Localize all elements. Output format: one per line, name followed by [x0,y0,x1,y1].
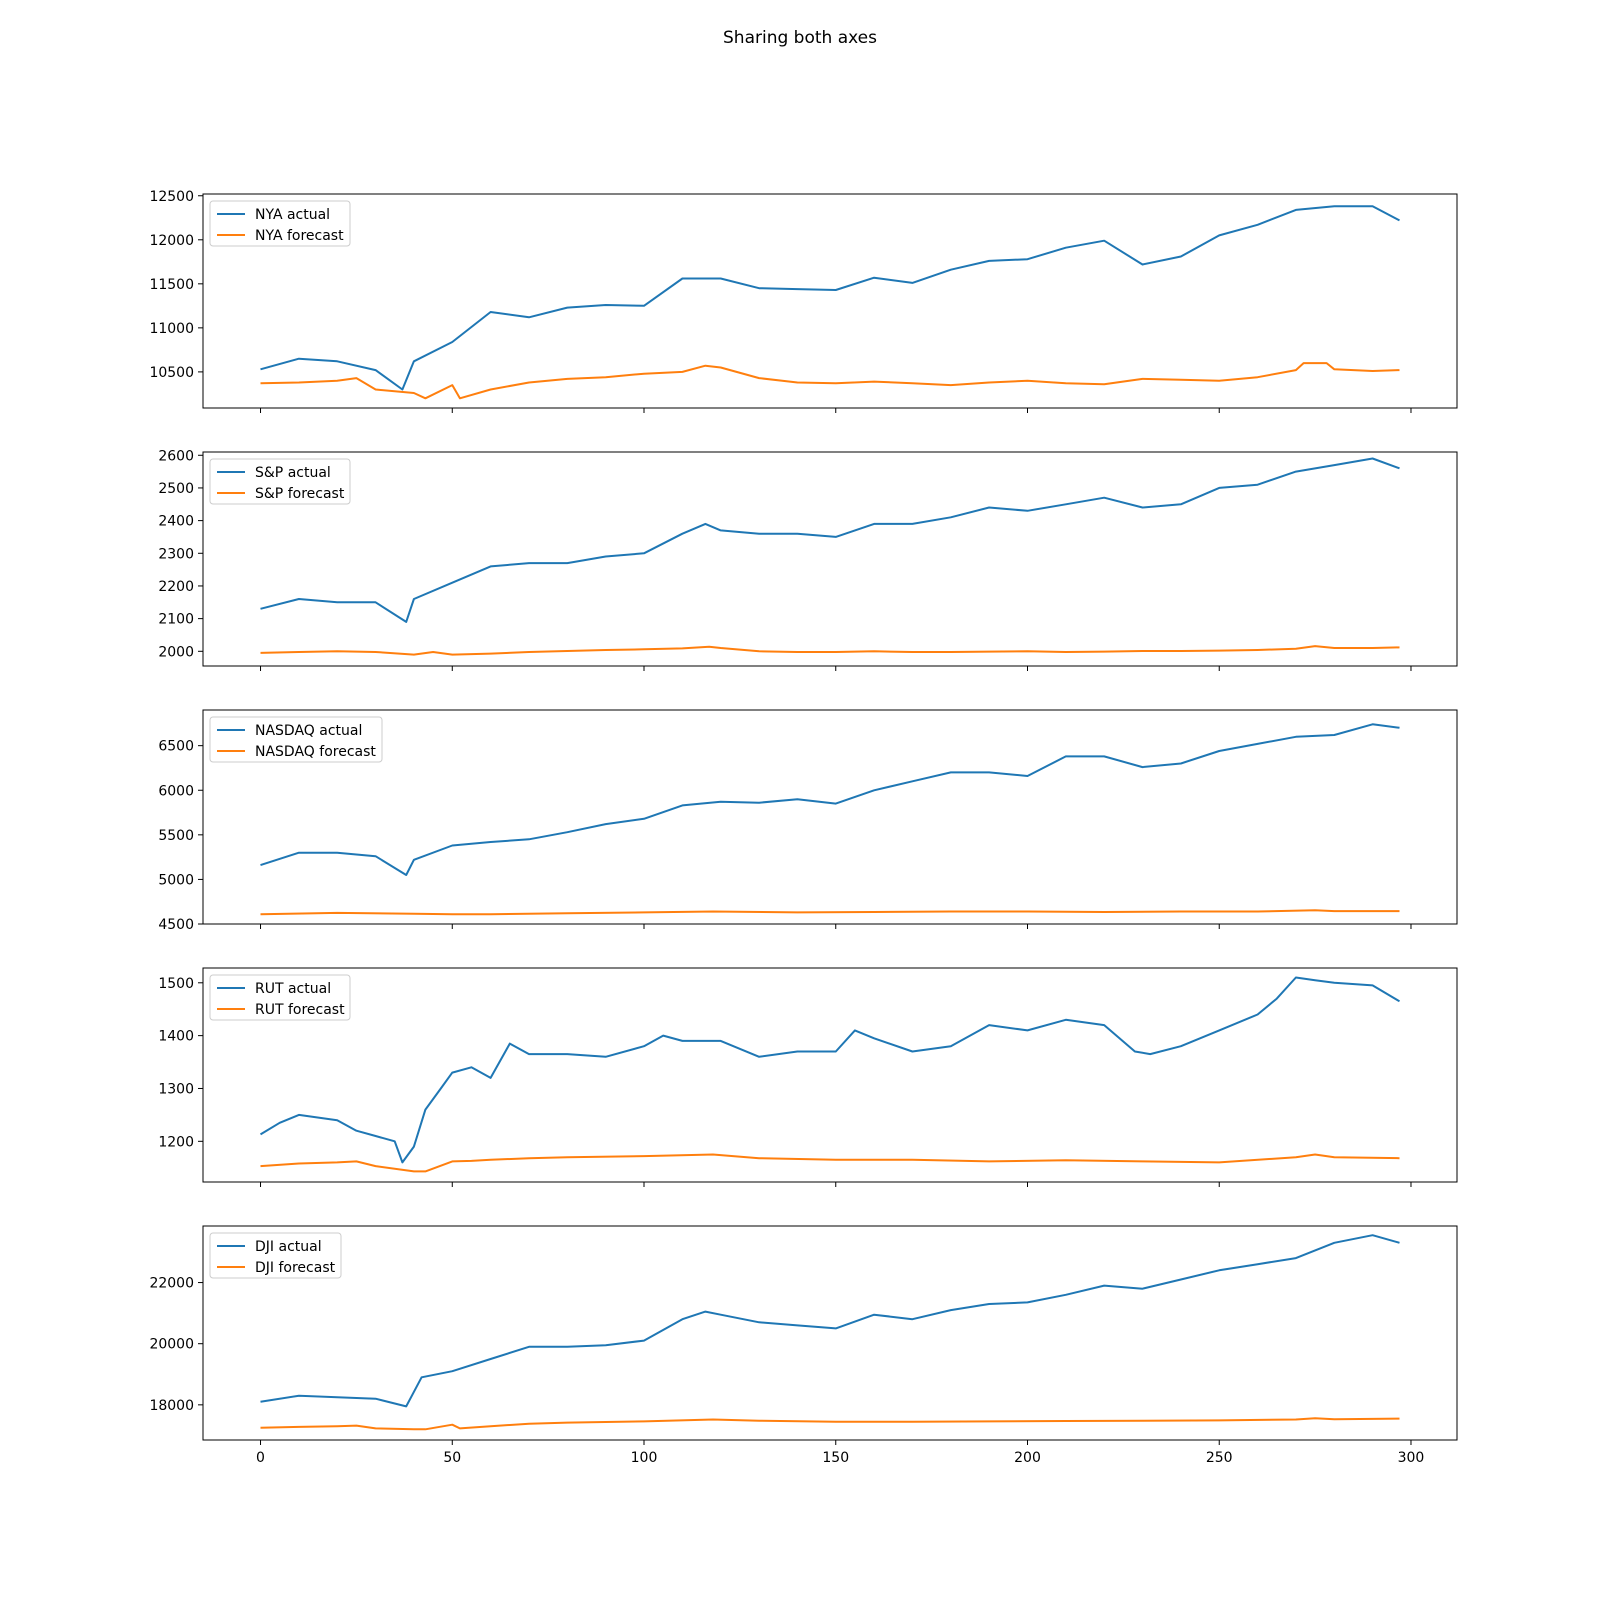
series-line-forecast [260,362,1400,400]
y-tick-label: 1200 [158,1134,194,1150]
y-tick-label: 2200 [158,579,194,595]
y-tick-label: 2000 [158,644,194,660]
legend: S&P actual S&P forecast [209,458,351,505]
axes-frame [202,967,1458,1183]
series-line-forecast [260,909,1400,916]
series-line-actual [260,205,1400,391]
subplot-4: 1200 1300 1400 1500 RUT actual RUT forecast [158,967,1458,1187]
legend-label: RUT forecast [255,1002,345,1018]
legend-box [209,716,383,763]
legend: DJI actual DJI forecast [209,1232,342,1279]
series-line-actual [260,723,1400,876]
series-line-forecast [260,1417,1400,1431]
x-tick-label: 0 [256,1450,265,1466]
x-tick-label: 300 [1398,1450,1425,1466]
series-line-actual [260,457,1400,623]
legend-label: S&P forecast [255,486,345,502]
y-tick-label: 2100 [158,612,194,628]
series-line-forecast [260,1153,1400,1173]
y-tick-label: 1400 [158,1029,194,1045]
legend-label: DJI actual [255,1239,322,1255]
y-tick-label: 6500 [158,739,194,755]
legend-label: NYA forecast [255,228,344,244]
figure-title: Sharing both axes [723,28,877,48]
y-tick-label: 5000 [158,872,194,888]
legend-label: S&P actual [255,465,331,481]
legend-label: DJI forecast [255,1260,336,1276]
legend-label: NASDAQ actual [255,723,362,739]
y-tick-label: 5500 [158,828,194,844]
y-tick-label: 1500 [158,976,194,992]
legend-label: NASDAQ forecast [255,744,376,760]
y-tick-label: 22000 [149,1276,194,1292]
axes-frame [202,193,1458,409]
y-tick-label: 6000 [158,783,194,799]
y-tick-label: 2300 [158,546,194,562]
x-tick-label: 200 [1014,1450,1041,1466]
series-line-forecast [260,645,1400,656]
y-tick-label: 12000 [149,233,194,249]
y-tick-label: 10500 [149,365,194,381]
y-tick-label: 2600 [158,448,194,464]
series-line-actual [260,1234,1400,1408]
y-tick-label: 18000 [149,1398,194,1414]
series-line-actual [259,976,1401,1164]
x-tick-label: 250 [1206,1450,1233,1466]
x-tick-label: 150 [822,1450,849,1466]
y-tick-label: 11500 [149,277,194,293]
legend-label: RUT actual [255,981,331,997]
legend-label: NYA actual [255,207,330,223]
legend: NYA actual NYA forecast [209,200,351,247]
y-tick-label: 2400 [158,514,194,530]
subplot-1: 10500 11000 11500 12000 12500 NYA actual NYA f… [149,189,1458,413]
x-tick-label: 50 [443,1450,461,1466]
legend: RUT actual RUT forecast [209,974,351,1021]
axes-frame [202,451,1458,667]
y-tick-label: 2500 [158,481,194,497]
y-tick-label: 4500 [158,917,194,933]
subplot-5: 0 50 100 150 200 250 300 18000 20000 22000 DJI act… [149,1225,1458,1466]
x-tick-label: 100 [631,1450,658,1466]
axes-frame [202,1225,1458,1441]
y-tick-label: 12500 [149,189,194,205]
legend: NASDAQ actual NASDAQ forecast [209,716,383,763]
y-tick-label: 20000 [149,1337,194,1353]
y-tick-label: 1300 [158,1081,194,1097]
y-tick-label: 11000 [149,321,194,337]
